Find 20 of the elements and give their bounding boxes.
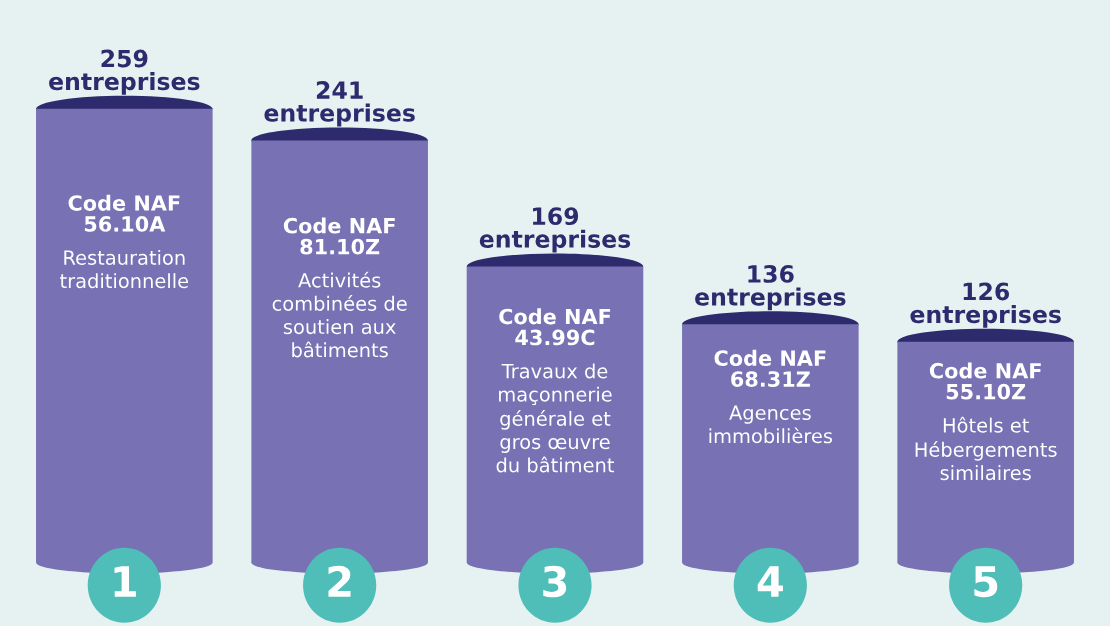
text: 5 — [974, 566, 998, 598]
text: 4 — [757, 566, 783, 597]
data-label: 126 entreprises — [910, 282, 1061, 328]
annotation: Hôtels et Hébergements similaires — [915, 416, 1057, 481]
x-tick-label: Code NAF 55.10Z — [929, 362, 1041, 400]
x-tick-label: Code NAF 56.10A — [68, 194, 180, 232]
text: 2 — [328, 565, 351, 597]
annotation: Agences immobilières — [709, 405, 833, 444]
data-label: 136 entreprises — [695, 265, 846, 311]
data-label: 241 entreprises — [264, 81, 415, 127]
x-tick-label: Code NAF 81.10Z — [283, 217, 395, 255]
annotation: Restauration traditionnelle — [60, 249, 189, 289]
x-tick-label: Code NAF 43.99C — [499, 308, 611, 346]
annotation: Travaux de maçonnerie générale et gros œuvre du bâtiment — [496, 363, 615, 473]
x-tick-label: Code NAF 68.31Z — [714, 349, 826, 387]
annotation: Activités combinées de soutien aux bâtiments — [272, 271, 407, 358]
data-label: 259 entreprises — [49, 49, 200, 95]
data-label: 169 entreprises — [479, 207, 631, 253]
text: 1 — [114, 566, 136, 597]
text: 3 — [543, 565, 567, 598]
